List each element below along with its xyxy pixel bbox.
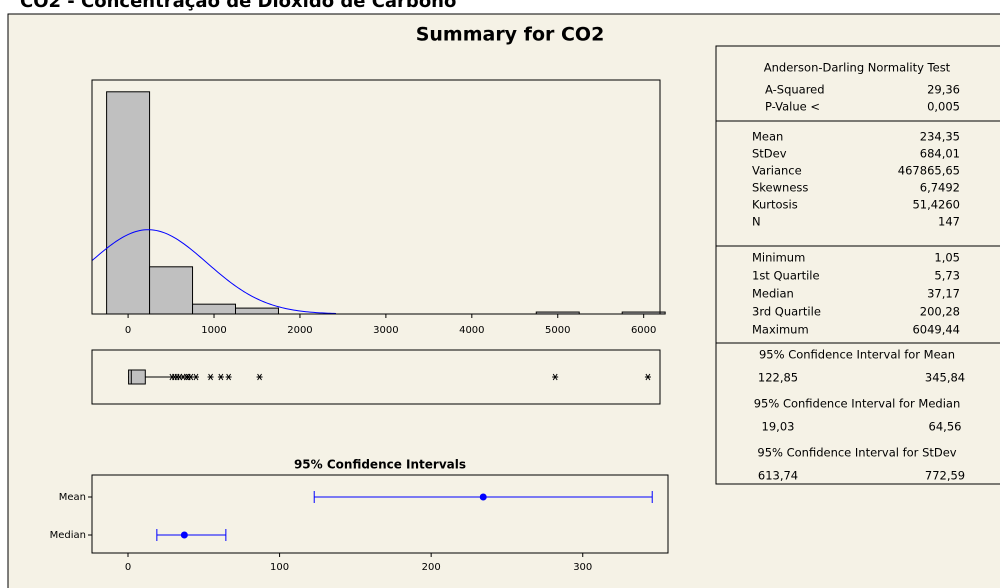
x-tick-label: 1000 bbox=[201, 325, 226, 336]
page-heading: CO2 - Concentração de Dióxido de Carbono bbox=[20, 0, 456, 12]
figure-title: Summary for CO2 bbox=[416, 24, 605, 46]
stat-value: 37,17 bbox=[927, 287, 960, 301]
x-tick-label: 100 bbox=[270, 562, 289, 573]
y-tick-label: Median bbox=[50, 530, 86, 541]
x-tick-label: 6000 bbox=[631, 325, 656, 336]
outlier bbox=[187, 373, 194, 381]
stat-label: Variance bbox=[752, 164, 802, 178]
stat-value: 467865,65 bbox=[898, 164, 960, 178]
stat-value: 51,4260 bbox=[912, 198, 960, 212]
stat-value: 5,73 bbox=[934, 269, 960, 283]
interval-title: 95% Confidence Intervals bbox=[294, 458, 466, 472]
stat-label: Minimum bbox=[752, 251, 805, 265]
interval-value: 64,56 bbox=[929, 420, 962, 434]
stat-value: 6049,44 bbox=[912, 323, 960, 337]
x-tick-label: 0 bbox=[125, 325, 131, 336]
outlier bbox=[192, 373, 199, 381]
stat-label: 1st Quartile bbox=[752, 269, 820, 283]
stat-label: N bbox=[752, 215, 761, 229]
outlier bbox=[225, 373, 232, 381]
x-tick-label: 0 bbox=[125, 562, 131, 573]
outlier bbox=[256, 373, 263, 381]
outlier bbox=[644, 373, 651, 381]
stat-value: 684,01 bbox=[920, 147, 960, 161]
estimate bbox=[180, 531, 188, 539]
interval-value: 345,84 bbox=[925, 371, 965, 385]
outlier bbox=[552, 373, 559, 381]
estimate bbox=[479, 493, 487, 501]
stats-table bbox=[715, 45, 1000, 485]
outlier bbox=[217, 373, 224, 381]
y-tick-label: Mean bbox=[59, 492, 86, 503]
interval-value: 122,85 bbox=[758, 371, 798, 385]
stat-label: A-Squared bbox=[765, 83, 825, 97]
table-title: Anderson-Darling Normality Test bbox=[764, 61, 951, 75]
x-tick-label: 3000 bbox=[373, 325, 398, 336]
histogram-frame bbox=[91, 79, 661, 315]
x-tick-label: 4000 bbox=[459, 325, 484, 336]
interval-value: 19,03 bbox=[762, 420, 795, 434]
stat-label: Maximum bbox=[752, 323, 809, 337]
stat-value: 1,05 bbox=[934, 251, 960, 265]
interval-value: 613,74 bbox=[758, 469, 798, 483]
x-tick-label: 5000 bbox=[545, 325, 570, 336]
stat-label: Skewness bbox=[752, 181, 808, 195]
stat-label: P-Value < bbox=[765, 100, 820, 114]
stat-label: Median bbox=[752, 287, 794, 301]
stat-label: 3rd Quartile bbox=[752, 305, 821, 319]
box bbox=[128, 369, 146, 385]
histogram-bar bbox=[235, 307, 279, 315]
stat-label: StDev bbox=[752, 147, 787, 161]
histogram-bar bbox=[106, 91, 151, 315]
x-tick-label: 300 bbox=[573, 562, 592, 573]
x-tick-label: 2000 bbox=[287, 325, 312, 336]
boxplot-panel bbox=[91, 349, 661, 405]
stat-label: Mean bbox=[752, 130, 783, 144]
outlier bbox=[207, 373, 214, 381]
interval-heading: 95% Confidence Interval for StDev bbox=[757, 446, 956, 460]
interval-panel bbox=[91, 474, 669, 554]
stat-value: 29,36 bbox=[927, 83, 960, 97]
interval-heading: 95% Confidence Interval for Median bbox=[754, 397, 961, 411]
normal-curve bbox=[91, 229, 337, 314]
stat-value: 6,7492 bbox=[920, 181, 960, 195]
interval-value: 772,59 bbox=[925, 469, 965, 483]
stat-label: Kurtosis bbox=[752, 198, 798, 212]
x-tick-label: 200 bbox=[422, 562, 441, 573]
histogram-bar bbox=[192, 303, 237, 315]
histogram-bar bbox=[149, 266, 194, 315]
stat-value: 234,35 bbox=[920, 130, 960, 144]
stat-value: 200,28 bbox=[920, 305, 960, 319]
interval-heading: 95% Confidence Interval for Mean bbox=[759, 348, 955, 362]
stat-value: 147 bbox=[938, 215, 960, 229]
stat-value: 0,005 bbox=[927, 100, 960, 114]
